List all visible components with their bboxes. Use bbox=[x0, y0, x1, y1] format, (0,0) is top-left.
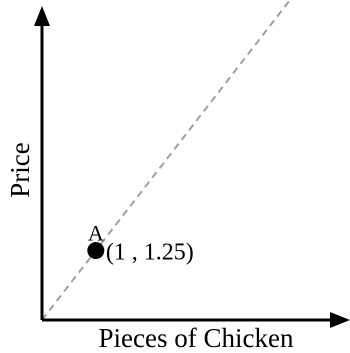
series-line-0 bbox=[41, 0, 292, 321]
point-marker-A bbox=[87, 242, 105, 260]
y-axis-label: Price bbox=[5, 142, 35, 197]
axis-layer: Pieces of Chicken Price bbox=[5, 6, 350, 353]
x-axis-arrowhead bbox=[330, 312, 350, 328]
point-label-A: A bbox=[88, 221, 104, 246]
x-axis-label: Pieces of Chicken bbox=[99, 323, 294, 353]
plot-layer: A(1 , 1.25) bbox=[41, 0, 292, 321]
y-axis-arrowhead bbox=[34, 6, 50, 26]
point-annotation-A: (1 , 1.25) bbox=[106, 240, 194, 266]
